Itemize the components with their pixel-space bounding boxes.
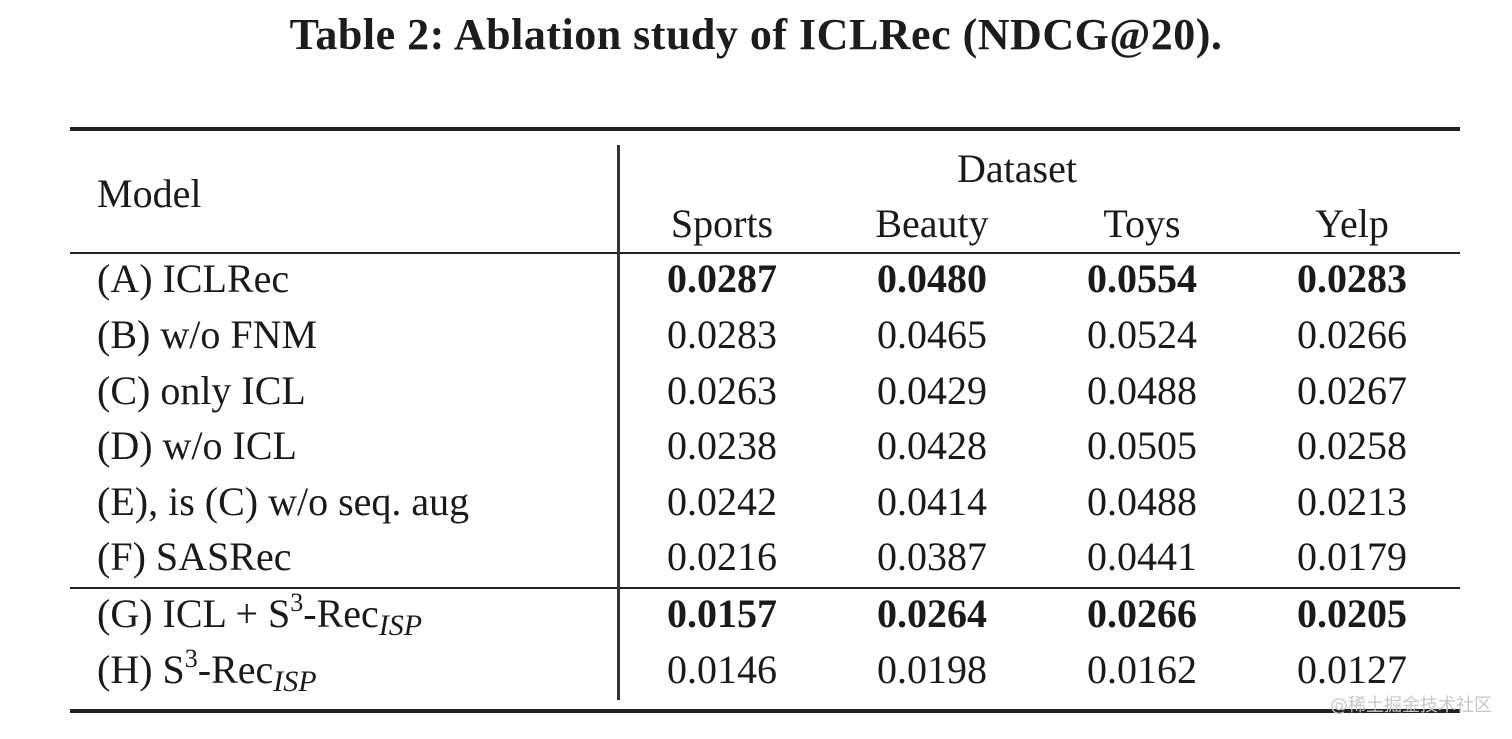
- cell-c-sports: 0.0263: [667, 368, 777, 413]
- cell-c-toys: 0.0488: [1087, 368, 1197, 413]
- row-label-g: (G) ICL + S3-RecISP: [97, 588, 423, 642]
- cell-f-beauty: 0.0387: [877, 534, 987, 579]
- row-label-a: (A) ICLRec: [97, 256, 290, 301]
- cell-f-yelp: 0.0179: [1297, 534, 1407, 579]
- row-label-d: (D) w/o ICL: [97, 423, 297, 468]
- column-header-toys: Toys: [1103, 201, 1181, 246]
- model-column-header: Model: [97, 171, 202, 216]
- cell-b-toys: 0.0524: [1087, 312, 1197, 357]
- cell-f-sports: 0.0216: [667, 534, 777, 579]
- cell-h-toys: 0.0162: [1087, 647, 1197, 692]
- cell-a-sports: 0.0287: [667, 256, 777, 301]
- row-label-h: (H) S3-RecISP: [97, 644, 317, 698]
- row-label-c: (C) only ICL: [97, 368, 306, 413]
- cell-d-toys: 0.0505: [1087, 423, 1197, 468]
- cell-d-beauty: 0.0428: [877, 423, 987, 468]
- cell-a-toys: 0.0554: [1087, 256, 1197, 301]
- dataset-group-header: Dataset: [957, 146, 1077, 191]
- cell-a-yelp: 0.0283: [1297, 256, 1407, 301]
- cell-g-beauty: 0.0264: [877, 591, 987, 636]
- cell-h-yelp: 0.0127: [1297, 647, 1407, 692]
- cell-e-toys: 0.0488: [1087, 479, 1197, 524]
- cell-b-beauty: 0.0465: [877, 312, 987, 357]
- cell-e-sports: 0.0242: [667, 479, 777, 524]
- row-label-f: (F) SASRec: [97, 534, 292, 579]
- cell-e-beauty: 0.0414: [877, 479, 987, 524]
- watermark: @稀土掘金技术社区: [1330, 695, 1492, 716]
- bottom-rule: [70, 709, 1460, 713]
- cell-b-yelp: 0.0266: [1297, 312, 1407, 357]
- cell-d-yelp: 0.0258: [1297, 423, 1407, 468]
- cell-h-sports: 0.0146: [667, 647, 777, 692]
- column-header-yelp: Yelp: [1315, 201, 1389, 246]
- cell-g-toys: 0.0266: [1087, 591, 1197, 636]
- cell-d-sports: 0.0238: [667, 423, 777, 468]
- column-header-beauty: Beauty: [875, 201, 989, 246]
- cell-h-beauty: 0.0198: [877, 647, 987, 692]
- cell-c-beauty: 0.0429: [877, 368, 987, 413]
- cell-b-sports: 0.0283: [667, 312, 777, 357]
- column-divider: [617, 145, 620, 700]
- column-header-sports: Sports: [670, 201, 774, 246]
- cell-c-yelp: 0.0267: [1297, 368, 1407, 413]
- row-label-e: (E), is (C) w/o seq. aug: [97, 479, 470, 524]
- cell-g-sports: 0.0157: [667, 591, 777, 636]
- table-caption: Table 2: Ablation study of ICLRec (NDCG@…: [289, 10, 1223, 59]
- cell-a-beauty: 0.0480: [877, 256, 987, 301]
- header-rule: [70, 252, 1460, 254]
- top-rule: [70, 127, 1460, 131]
- cell-f-toys: 0.0441: [1087, 534, 1197, 579]
- cell-g-yelp: 0.0205: [1297, 591, 1407, 636]
- row-label-b: (B) w/o FNM: [97, 312, 318, 357]
- group-divider-rule: [70, 587, 1460, 589]
- cell-e-yelp: 0.0213: [1297, 479, 1407, 524]
